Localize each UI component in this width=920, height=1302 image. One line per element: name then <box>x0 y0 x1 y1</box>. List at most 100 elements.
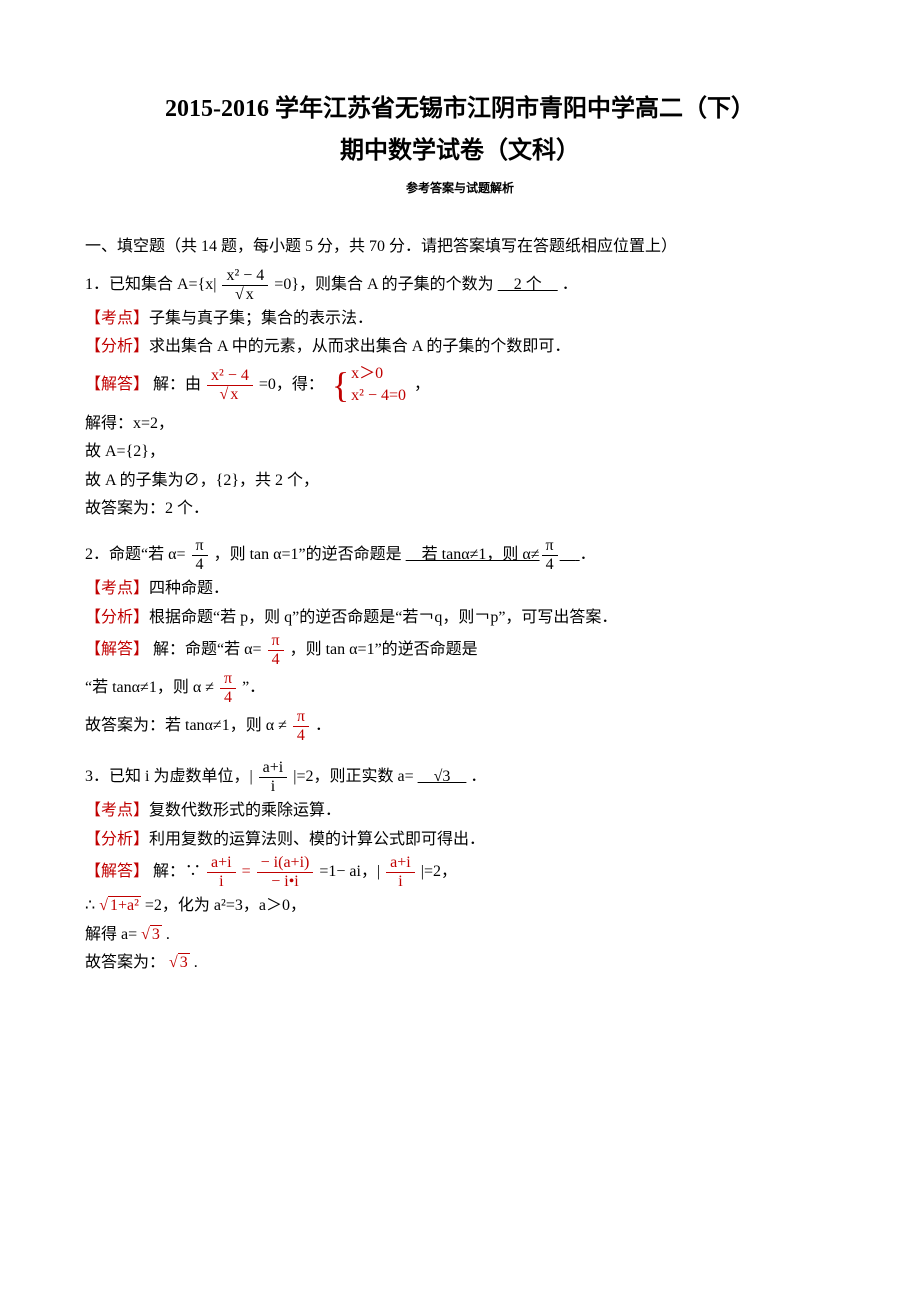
q3-eq-mid1: = <box>242 863 251 880</box>
q2-jieda-frac-den: 4 <box>268 651 284 668</box>
q3-kaodian-text: 复数代数形式的乘除运算． <box>149 802 341 819</box>
q1-stem: 1．已知集合 A={x| x² − 4 √x =0}，则集合 A 的子集的个数为… <box>85 268 835 303</box>
q3-jieda-frac1-den: i <box>207 873 236 890</box>
q3-eq-res: =1− ai，| <box>319 863 380 880</box>
q3-jieda-frac1-num: a+i <box>207 855 236 873</box>
q1-frac-num: x² − 4 <box>222 268 268 286</box>
q3-jieda-frac2-den: − i•i <box>257 873 314 890</box>
q1-fenxi-text: 求出集合 A 中的元素，从而求出集合 A 的子集的个数即可． <box>149 338 570 355</box>
q3-fenxi: 【分析】利用复数的运算法则、模的计算公式即可得出． <box>85 827 835 853</box>
jieda-label: 【解答】 <box>85 376 149 393</box>
q2-line-frac-num: π <box>220 671 236 689</box>
q2-fenxi: 【分析】根据命题“若 p，则 q”的逆否命题是“若￢q，则￢p”，可写出答案． <box>85 605 835 631</box>
q2-answer: 若 tanα≠1，则 α≠π4 <box>406 546 580 563</box>
q3-l3-b: . <box>194 954 198 971</box>
q2-line1: “若 tanα≠1，则 α ≠ π 4 ”． <box>85 671 835 706</box>
fenxi-label: 【分析】 <box>85 338 149 355</box>
q1-line3: 故 A 的子集为∅，{2}，共 2 个， <box>85 468 835 494</box>
q1-line2: 故 A={2}， <box>85 439 835 465</box>
q2-frac-ans: π4 <box>542 538 558 573</box>
jieda-label: 【解答】 <box>85 863 149 880</box>
q1-jieda-frac-den-sqrt: x <box>228 385 240 403</box>
q1-stem-fraction: x² − 4 √x <box>222 268 268 303</box>
q2-ans-line-a: 故答案为：若 tanα≠1，则 α ≠ <box>85 717 287 734</box>
q2-ans-a: 若 tanα≠1，则 α≠ <box>406 546 540 563</box>
q1-line4: 故答案为：2 个． <box>85 496 835 522</box>
q2-ans-line: 故答案为：若 tanα≠1，则 α ≠ π 4 ． <box>85 709 835 744</box>
q2-ans-line-b: ． <box>315 717 331 734</box>
q2-frac1-num: π <box>192 538 208 556</box>
q3-jieda-frac2-num: − i(a+i) <box>257 855 314 873</box>
subtitle: 参考答案与试题解析 <box>85 179 835 198</box>
q2-line-frac: π 4 <box>220 671 236 706</box>
q3-sqrt3: √3 <box>169 953 190 971</box>
jieda-label: 【解答】 <box>85 641 149 658</box>
q2-line-b: ”． <box>242 679 265 696</box>
q2-line-a: “若 tanα≠1，则 α ≠ <box>85 679 214 696</box>
q3-line1: ∴ √1+a² =2，化为 a²=3，a＞0， <box>85 893 835 919</box>
q1-fenxi: 【分析】求出集合 A 中的元素，从而求出集合 A 的子集的个数即可． <box>85 334 835 360</box>
section-1-heading: 一、填空题（共 14 题，每小题 5 分，共 70 分．请把答案填写在答题纸相应… <box>85 234 835 260</box>
fenxi-label: 【分析】 <box>85 831 149 848</box>
q3-stem: 3．已知 i 为虚数单位，| a+i i |=2，则正实数 a= √3 ． <box>85 760 835 795</box>
q2-ans-b <box>560 546 576 563</box>
q2-stem-a: 2．命题“若 α= <box>85 546 186 563</box>
kaodian-label: 【考点】 <box>85 310 149 327</box>
q1-frac-den-sqrt: x <box>244 285 256 303</box>
q3-jieda-frac1: a+i i <box>207 855 236 890</box>
q1-kaodian-text: 子集与真子集；集合的表示法． <box>149 310 373 327</box>
q2-ans-line-frac-den: 4 <box>293 727 309 744</box>
q3-jieda-a: 解：∵ <box>153 863 201 880</box>
fenxi-label: 【分析】 <box>85 609 149 626</box>
question-1: 1．已知集合 A={x| x² − 4 √x =0}，则集合 A 的子集的个数为… <box>85 268 835 522</box>
q1-line1: 解得：x=2， <box>85 411 835 437</box>
q3-frac1: a+i i <box>259 760 288 795</box>
q3-l1-a: ∴ <box>85 897 95 914</box>
kaodian-label: 【考点】 <box>85 802 149 819</box>
q2-frac1-den: 4 <box>192 556 208 573</box>
q3-fenxi-text: 利用复数的运算法则、模的计算公式即可得出． <box>149 831 485 848</box>
question-3: 3．已知 i 为虚数单位，| a+i i |=2，则正实数 a= √3 ． 【考… <box>85 760 835 976</box>
q3-jieda: 【解答】 解：∵ a+i i = − i(a+i) − i•i =1− ai，|… <box>85 855 835 890</box>
q3-stem-b: |=2，则正实数 a= <box>293 768 413 785</box>
question-2: 2．命题“若 α= π 4 ，则 tan α=1”的逆否命题是 若 tanα≠1… <box>85 538 835 744</box>
q1-stem-suffix: ． <box>562 276 578 293</box>
brace-left-icon: { <box>332 369 349 401</box>
q3-jieda-frac3-den: i <box>386 873 415 890</box>
q3-sqrt2-body: 3 <box>150 925 162 943</box>
q3-stem-a: 3．已知 i 为虚数单位，| <box>85 768 253 785</box>
kaodian-label: 【考点】 <box>85 580 149 597</box>
q1-sys-row1: x＞0 <box>351 363 406 385</box>
q3-answer: √3 <box>418 768 467 785</box>
q1-jieda-suffix: ， <box>414 376 430 393</box>
q2-frac-ans-den: 4 <box>542 556 558 573</box>
q3-l2-a: 解得 a= <box>85 926 137 943</box>
q2-ans-line-frac-num: π <box>293 709 309 727</box>
q3-sqrt1: √1+a² <box>99 896 141 914</box>
q3-eq-end: |=2， <box>421 863 457 880</box>
q3-l2-b: . <box>166 926 170 943</box>
q3-jieda-frac2: − i(a+i) − i•i <box>257 855 314 890</box>
q3-jieda-frac3: a+i i <box>386 855 415 890</box>
q3-stem-c: ． <box>470 768 486 785</box>
q2-stem-b: ，则 tan α=1”的逆否命题是 <box>214 546 402 563</box>
q2-jieda: 【解答】 解：命题“若 α= π 4 ，则 tan α=1”的逆否命题是 <box>85 633 835 668</box>
q1-stem-prefix: 1．已知集合 A={x| <box>85 276 216 293</box>
q1-jieda-mid: =0，得： <box>259 376 324 393</box>
q1-frac-den: √x <box>222 286 268 303</box>
q1-system: { x＞0 x² − 4=0 <box>332 363 406 408</box>
q1-stem-mid: =0}，则集合 A 的子集的个数为 <box>274 276 493 293</box>
q1-sys-row2: x² − 4=0 <box>351 385 406 407</box>
q2-jieda-b: ，则 tan α=1”的逆否命题是 <box>290 641 478 658</box>
q3-l1-b: =2，化为 a²=3，a＞0， <box>145 897 306 914</box>
q3-frac1-den: i <box>259 778 288 795</box>
q1-jieda-frac-den: √x <box>207 386 253 403</box>
q2-frac1: π 4 <box>192 538 208 573</box>
q2-jieda-frac: π 4 <box>268 633 284 668</box>
q3-line2: 解得 a= √3 . <box>85 922 835 948</box>
q2-jieda-a: 解：命题“若 α= <box>153 641 262 658</box>
q3-sqrt1-body: 1+a² <box>108 896 141 914</box>
q2-stem: 2．命题“若 α= π 4 ，则 tan α=1”的逆否命题是 若 tanα≠1… <box>85 538 835 573</box>
q2-kaodian: 【考点】四种命题． <box>85 576 835 602</box>
q3-sqrt2: √3 <box>141 925 162 943</box>
